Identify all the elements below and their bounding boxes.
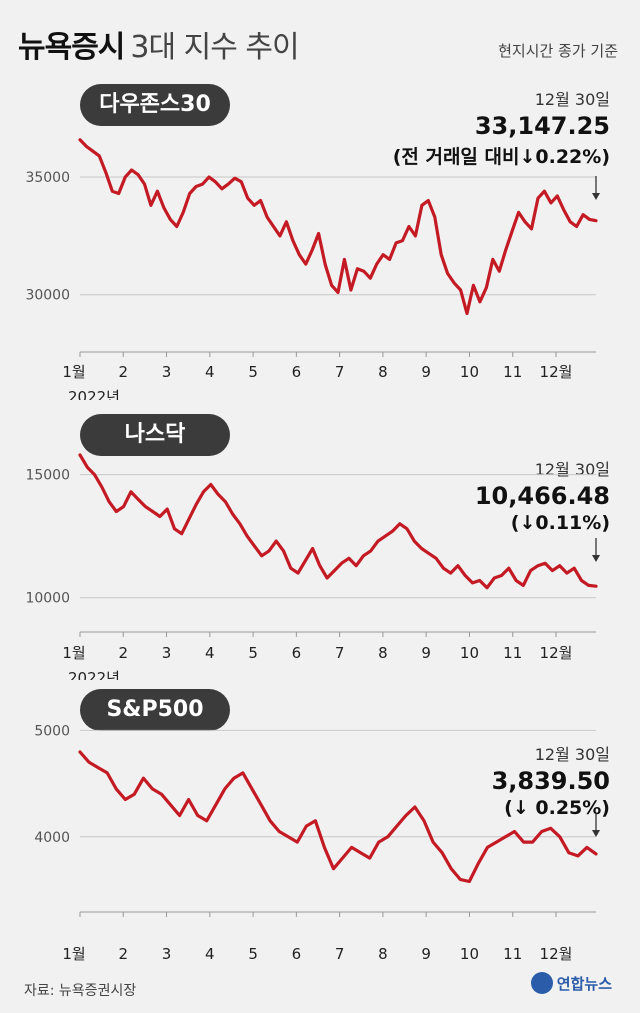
dow-x-tick-0: 1월	[62, 363, 85, 381]
sp500-x-tick-1: 2	[118, 945, 128, 963]
dow-chart: 30000 35000 1월 2 3 4 5 6 7 8 9 10 11 12월 2022년	[25, 138, 600, 400]
sp500-annotation: 12월 30일 3,839.50 (↓ 0.25%)	[492, 741, 610, 819]
nasdaq-x-tick-2: 3	[162, 644, 172, 662]
sp500-x-tick-8: 9	[421, 945, 431, 963]
dow-x-tick-11: 12월	[540, 363, 573, 381]
logo-text: 연합뉴스	[556, 974, 612, 993]
yonhap-logo: 연합뉴스	[530, 972, 612, 994]
dow-last-value: 33,147.25	[474, 112, 610, 140]
nasdaq-x-year: 2022년	[68, 669, 120, 680]
dow-x-tick-1: 2	[118, 363, 128, 381]
sp500-y-tick-1: 5000	[34, 723, 70, 739]
dow-x-tick-10: 11	[503, 363, 522, 381]
nasdaq-y-tick-0: 10000	[25, 591, 70, 607]
sp500-x-tick-11: 12월	[540, 945, 573, 963]
dow-x-tick-5: 6	[292, 363, 302, 381]
sp500-x-tick-5: 6	[292, 945, 302, 963]
dow-last-date: 12월 30일	[534, 90, 610, 109]
nasdaq-change: (↓0.11%)	[510, 512, 610, 534]
dow-x-year: 2022년	[68, 388, 120, 400]
sp500-x-tick-7: 8	[378, 945, 388, 963]
sp500-y-tick-0: 4000	[34, 830, 70, 846]
dow-x-tick-7: 8	[378, 363, 388, 381]
dow-panel: 다우존스30 12월 30일 33,147.25 (전 거래일 대비↓0.22%…	[0, 80, 640, 400]
nasdaq-chart: 10000 15000 1월 2 3 4 5 6 7 8 9 10 11 12월 2022년	[25, 453, 600, 680]
sp500-change: (↓ 0.25%)	[504, 797, 610, 819]
title-subtitle: 3대 지수 추이	[130, 30, 299, 65]
nasdaq-y-tick-1: 15000	[25, 468, 70, 484]
dow-y-tick-1: 35000	[25, 170, 70, 186]
dow-x-tick-3: 4	[205, 363, 215, 381]
nasdaq-x-tick-11: 12월	[540, 644, 573, 662]
sp500-x-tick-9: 10	[460, 945, 479, 963]
dow-change: (전 거래일 대비↓0.22%)	[392, 146, 610, 168]
sp500-x-tick-10: 11	[503, 945, 522, 963]
nasdaq-pointer-arrow-icon	[592, 555, 600, 562]
dow-x-tick-6: 7	[335, 363, 345, 381]
sp500-x-tick-2: 3	[162, 945, 172, 963]
sp500-last-value: 3,839.50	[491, 767, 610, 795]
nasdaq-x-tick-7: 8	[378, 644, 388, 662]
nasdaq-x-tick-1: 2	[118, 644, 128, 662]
dow-x-tick-8: 9	[421, 363, 431, 381]
nasdaq-annotation: 12월 30일 10,466.48 (↓0.11%)	[475, 456, 610, 534]
logo-mark-icon	[530, 972, 553, 994]
sp500-panel: S&P500 12월 30일 3,839.50 (↓ 0.25%) 4000 50…	[0, 685, 640, 970]
dow-x-tick-4: 5	[248, 363, 258, 381]
nasdaq-x-tick-0: 1월	[62, 644, 85, 662]
basis-note: 현지시간 종가 기준	[498, 42, 618, 60]
nasdaq-last-value: 10,466.48	[474, 482, 610, 510]
sp500-series-line	[78, 750, 598, 884]
dow-series-line	[78, 138, 598, 316]
sp500-title-pill: S&P500	[80, 689, 230, 731]
dow-x-tick-9: 10	[460, 363, 479, 381]
title-bold: 뉴욕증시	[18, 30, 125, 65]
page-title: 뉴욕증시 3대 지수 추이	[18, 22, 300, 66]
sp500-pointer-arrow-icon	[592, 830, 600, 837]
dow-pointer-arrow-icon	[592, 193, 600, 200]
dow-x-tick-2: 3	[162, 363, 172, 381]
sp500-x-tick-3: 4	[205, 945, 215, 963]
nasdaq-x-tick-6: 7	[335, 644, 345, 662]
nasdaq-x-tick-5: 6	[292, 644, 302, 662]
sp500-x-tick-6: 7	[335, 945, 345, 963]
nasdaq-x-tick-8: 9	[421, 644, 431, 662]
sp500-x-tick-4: 5	[248, 945, 258, 963]
sp500-x-tick-0: 1월	[62, 945, 85, 963]
dow-y-tick-0: 30000	[25, 288, 70, 304]
nasdaq-title-pill: 나스닥	[80, 414, 230, 456]
dow-annotation: 12월 30일 33,147.25 (전 거래일 대비↓0.22%)	[393, 86, 610, 169]
nasdaq-panel: 나스닥 12월 30일 10,466.48 (↓0.11%) 10000 1500…	[0, 410, 640, 680]
nasdaq-x-tick-10: 11	[503, 644, 522, 662]
sp500-last-date: 12월 30일	[534, 745, 610, 764]
nasdaq-x-tick-4: 5	[248, 644, 258, 662]
source-note: 자료: 뉴욕증권시장	[24, 983, 137, 999]
nasdaq-series-line	[78, 453, 598, 590]
sp500-chart: 400050001월23456789101112월2022년	[34, 723, 600, 963]
nasdaq-x-tick-9: 10	[460, 644, 479, 662]
dow-title-pill: 다우존스30	[80, 84, 230, 126]
nasdaq-x-tick-3: 4	[205, 644, 215, 662]
